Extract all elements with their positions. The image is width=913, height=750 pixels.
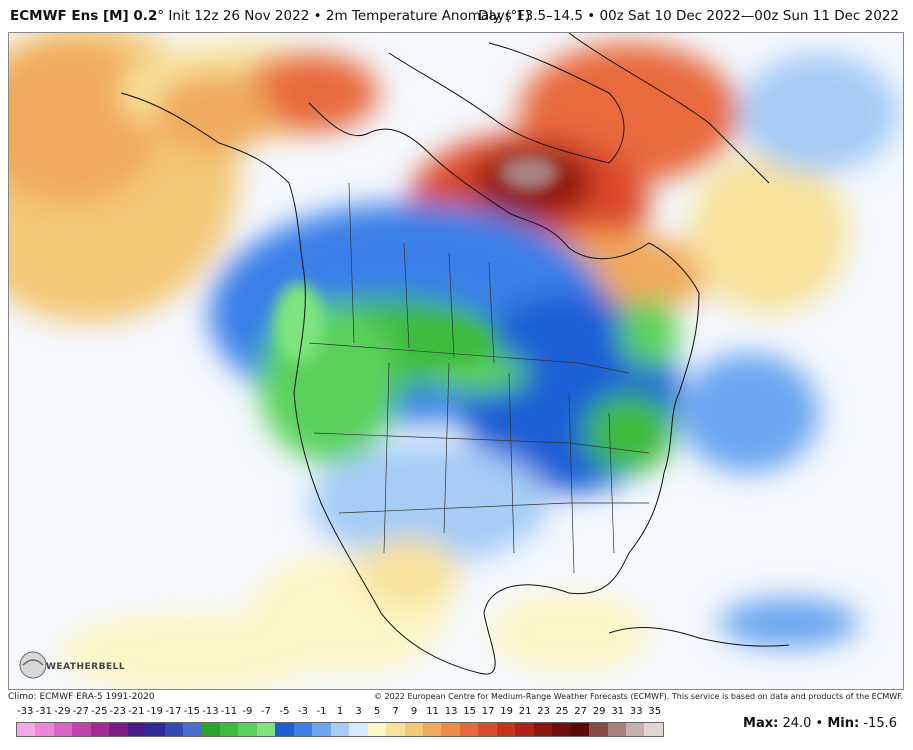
scale-swatch [367, 723, 387, 736]
scale-swatch [330, 723, 350, 736]
map-header: ECMWF Ens [M] 0.2° Init 12z 26 Nov 2022 … [0, 0, 913, 32]
scale-bar [16, 722, 664, 737]
scale-label: -25 [91, 706, 108, 717]
scale-swatch [625, 723, 645, 736]
max-min-stats: Max: 24.0 • Min: -15.6 [743, 716, 897, 731]
scale-label: -21 [128, 706, 145, 717]
coastlines [120, 33, 790, 675]
field-name: 2m Temperature Anomaly (°F) [325, 8, 531, 24]
scale-label: -7 [260, 706, 271, 717]
scale-label: -33 [17, 706, 34, 717]
scale-label: 25 [555, 706, 569, 717]
scale-label: 5 [373, 706, 381, 717]
scale-swatch [552, 723, 571, 736]
scale-label: 23 [537, 706, 551, 717]
scale-swatch [312, 723, 331, 736]
scale-label: 9 [410, 706, 418, 717]
scale-swatch [607, 723, 626, 736]
scale-swatch [533, 723, 553, 736]
scale-labels: -33 -31 -29 -27 -25 -23 -21 -19 -17 -15 -13 -11 -9 -7… [8, 706, 668, 720]
min-value: -15.6 [863, 716, 897, 731]
anomaly-field [9, 33, 899, 689]
scale-swatch [386, 723, 405, 736]
weatherbell-logo: WEATHERBELL [18, 650, 125, 684]
climo-note: Climo: ECMWF ERA-5 1991-2020 [8, 692, 155, 702]
map-canvas [9, 33, 903, 689]
scale-swatch [441, 723, 460, 736]
scale-label: -19 [146, 706, 164, 717]
scale-swatch [644, 723, 663, 736]
scale-swatch [17, 723, 36, 736]
scale-swatch [459, 723, 479, 736]
scale-label: -27 [72, 706, 89, 717]
scale-label: 1 [336, 706, 344, 717]
anomaly-map [8, 32, 904, 690]
scale-label: -23 [109, 706, 126, 717]
title-separator: • [313, 8, 322, 24]
map-title: ECMWF Ens [M] 0.2° Init 12z 26 Nov 2022 … [10, 8, 530, 24]
logo-text: WEATHERBELL [46, 662, 126, 672]
scale-label: -13 [202, 706, 219, 717]
scale-swatch [90, 723, 110, 736]
scale-swatch [183, 723, 202, 736]
scale-label: -31 [35, 706, 52, 717]
scale-label: 19 [500, 706, 513, 717]
max-value: 24.0 [782, 716, 812, 731]
copyright-note: © 2022 European Centre for Medium-Range … [374, 692, 903, 701]
scale-label: -5 [279, 706, 290, 717]
scale-swatch [72, 723, 91, 736]
scale-label: 17 [481, 706, 495, 717]
scale-swatch [570, 723, 590, 736]
scale-swatch [35, 723, 54, 736]
scale-label: 33 [629, 706, 643, 717]
scale-label: 31 [611, 706, 625, 717]
scale-swatch [201, 723, 220, 736]
scale-swatch [53, 723, 73, 736]
scale-label: 21 [518, 706, 532, 717]
scale-swatch [496, 723, 516, 736]
scale-swatch [478, 723, 497, 736]
scale-label: -3 [297, 706, 308, 717]
scale-swatch [515, 723, 534, 736]
scale-label: 7 [392, 706, 399, 717]
scale-swatch [404, 723, 423, 736]
political-boundaries [308, 182, 650, 574]
scale-label: 27 [574, 706, 588, 717]
scale-swatch [146, 723, 165, 736]
scale-label: -1 [316, 706, 327, 717]
scale-swatch [349, 723, 368, 736]
scale-label: -11 [220, 706, 238, 717]
weatherbell-logo-icon [19, 651, 47, 679]
scale-label: 11 [426, 706, 439, 717]
max-label: Max: [743, 716, 779, 731]
scale-label: 35 [648, 706, 662, 717]
scale-swatch [238, 723, 257, 736]
scale-label: -9 [242, 706, 253, 717]
scale-label: 29 [592, 706, 606, 717]
color-scale: -33 -31 -29 -27 -25 -23 -21 -19 -17 -15 -13 -11 -9 -7… [8, 706, 668, 750]
init-time: Init 12z 26 Nov 2022 [168, 8, 310, 24]
scale-swatch [219, 723, 239, 736]
model-name: ECMWF Ens [M] 0.2 [10, 8, 158, 24]
scale-swatch [164, 723, 184, 736]
scale-swatch [422, 723, 442, 736]
scale-swatch [109, 723, 128, 736]
scale-label: 13 [444, 706, 458, 717]
scale-label: -15 [183, 706, 201, 717]
degree-symbol: ° [157, 8, 165, 24]
scale-swatch [256, 723, 276, 736]
scale-swatch [589, 723, 608, 736]
scale-label: 3 [355, 706, 362, 717]
scale-label: -29 [54, 706, 71, 717]
stats-separator: • [815, 716, 824, 731]
scale-label: 15 [463, 706, 476, 717]
scale-swatch [127, 723, 147, 736]
scale-label: -17 [165, 706, 182, 717]
valid-time: Days 13.5–14.5 • 00z Sat 10 Dec 2022—00z… [478, 8, 899, 24]
scale-swatch [275, 723, 294, 736]
scale-swatch [293, 723, 313, 736]
min-label: Min: [827, 716, 860, 731]
